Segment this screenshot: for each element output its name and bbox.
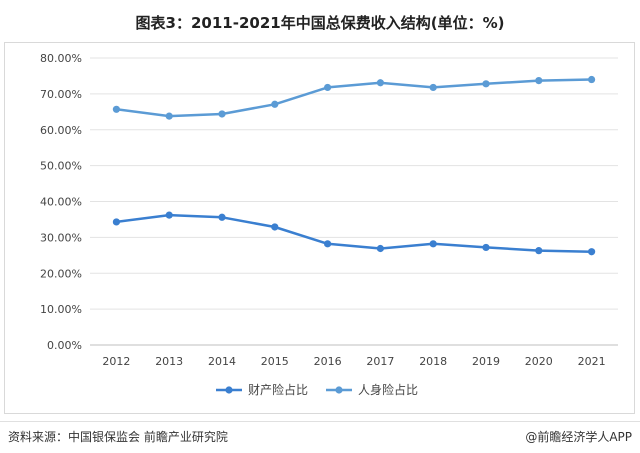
y-tick-label: 80.00% [40, 52, 82, 65]
y-tick-label: 10.00% [40, 303, 82, 316]
series-line [116, 78, 592, 118]
data-point [165, 211, 173, 219]
series-line [116, 213, 592, 253]
y-tick-label: 60.00% [40, 124, 82, 137]
source-text: 资料来源：中国银保监会 前瞻产业研究院 [8, 430, 228, 444]
x-tick-label: 2012 [102, 355, 130, 368]
y-tick-label: 20.00% [40, 267, 82, 280]
legend-item: 财产险占比 [216, 382, 308, 397]
series-layer [112, 75, 596, 256]
data-point [165, 112, 173, 120]
credit-text: @前瞻经济学人APP [525, 430, 632, 444]
x-tick-label: 2018 [419, 355, 447, 368]
x-tick-label: 2019 [472, 355, 500, 368]
series-2 [112, 75, 596, 120]
data-point [535, 77, 543, 85]
line-chart: 0.00% 10.00% 20.00% 30.00% 40.00% 50.00% 60.00… [40, 52, 618, 397]
data-point [429, 83, 437, 92]
footer-divider [0, 421, 640, 422]
x-tick-label: 2020 [525, 355, 553, 368]
legend-swatch-marker [225, 386, 233, 394]
data-point [218, 110, 226, 118]
y-tick-label: 40.00% [40, 196, 82, 209]
x-tick-label: 2021 [578, 355, 606, 368]
y-axis-ticks: 0.00% 10.00% 20.00% 30.00% 40.00% 50.00% 60.00… [40, 52, 82, 352]
data-point [112, 105, 120, 113]
grid-lines [90, 57, 618, 346]
data-point [271, 100, 279, 108]
legend-label: 财产险占比 [248, 382, 308, 397]
y-tick-label: 0.00% [47, 339, 82, 352]
data-point [588, 75, 596, 84]
data-point [218, 213, 226, 221]
data-point [324, 83, 332, 92]
data-point [376, 244, 384, 253]
x-tick-label: 2014 [208, 355, 236, 368]
x-tick-label: 2016 [314, 355, 342, 368]
data-point [324, 240, 332, 248]
x-tick-label: 2013 [155, 355, 183, 368]
legend-swatch-marker [335, 386, 343, 394]
legend-item: 人身险占比 [326, 382, 418, 397]
legend-label: 人身险占比 [358, 382, 418, 397]
data-point [482, 243, 490, 252]
data-point [588, 248, 596, 256]
x-axis-ticks: 2012 2013 2014 2015 2016 2017 2018 2019 2020 2021 [102, 355, 605, 368]
series-1 [112, 211, 596, 256]
chart-title: 图表3：2011-2021年中国总保费收入结构(单位：%) [135, 14, 505, 32]
x-tick-label: 2015 [261, 355, 289, 368]
data-point [112, 218, 120, 226]
data-point [429, 240, 437, 248]
y-tick-label: 30.00% [40, 231, 82, 244]
data-point [376, 79, 384, 87]
data-point [271, 223, 279, 231]
chart-frame [4, 42, 635, 414]
x-tick-label: 2017 [366, 355, 394, 368]
y-tick-label: 70.00% [40, 88, 82, 101]
y-tick-label: 50.00% [40, 160, 82, 173]
data-point [535, 247, 543, 255]
legend: 财产险占比 人身险占比 [216, 382, 418, 397]
data-point [482, 80, 490, 88]
